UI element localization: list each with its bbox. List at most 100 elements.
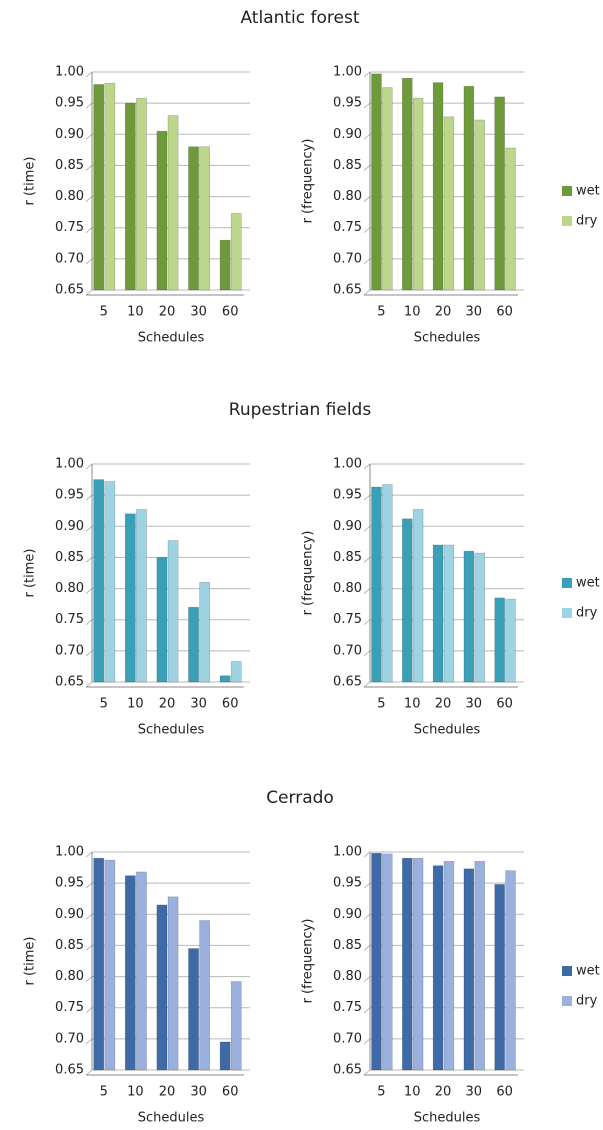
y-tick-label: 1.00 — [55, 65, 84, 80]
legend-label: wet — [576, 576, 600, 591]
bar — [167, 896, 179, 1071]
grid-depth — [363, 463, 371, 470]
grid-depth — [85, 851, 93, 858]
bar — [432, 544, 444, 683]
x-tick-label: 60 — [496, 697, 513, 712]
x-tick-label: 5 — [100, 305, 108, 320]
y-tick-label: 0.75 — [333, 612, 362, 627]
grid-depth — [85, 882, 93, 889]
y-tick-label: 0.75 — [333, 220, 362, 235]
grid-depth — [85, 196, 93, 202]
grid-depth — [85, 1038, 93, 1045]
grid-depth — [85, 71, 93, 78]
x-tick-label: 20 — [435, 1085, 452, 1100]
bar — [463, 550, 475, 683]
section-title: Cerrado — [266, 788, 334, 808]
bar — [104, 481, 116, 683]
bar — [124, 875, 136, 1071]
bar — [402, 77, 413, 291]
legend-swatch — [562, 966, 572, 976]
x-axis-label: Schedules — [138, 723, 205, 738]
bar — [494, 96, 505, 291]
y-tick-label: 1.00 — [333, 457, 362, 472]
grid-depth — [363, 1069, 371, 1076]
bar — [371, 486, 382, 683]
bar — [230, 661, 242, 683]
bar — [188, 606, 199, 683]
y-tick-label: 0.80 — [55, 189, 84, 204]
grid-depth — [363, 71, 371, 78]
grid-depth — [363, 1038, 371, 1045]
grid-depth — [85, 976, 93, 982]
bar — [505, 870, 516, 1071]
bar — [443, 544, 455, 683]
bar — [167, 540, 179, 683]
y-tick-label: 0.90 — [333, 907, 362, 922]
grid-depth — [85, 258, 93, 265]
legend-label: wet — [576, 184, 600, 199]
grid-depth — [363, 196, 371, 202]
bar — [371, 73, 382, 291]
bar — [136, 871, 147, 1071]
bar — [463, 868, 475, 1071]
bar — [199, 582, 211, 683]
x-axis-label: Schedules — [414, 723, 481, 738]
y-tick-label: 0.70 — [333, 643, 362, 658]
bar — [136, 509, 147, 683]
bar — [93, 479, 105, 683]
y-tick-label: 0.90 — [333, 519, 362, 534]
bar — [494, 884, 505, 1071]
grid-depth — [363, 289, 371, 296]
grid-depth — [85, 945, 93, 951]
y-tick-label: 0.95 — [55, 488, 84, 503]
y-tick-label: 0.75 — [55, 612, 84, 627]
y-tick-label: 0.95 — [55, 876, 84, 891]
y-tick-label: 0.75 — [55, 1000, 84, 1015]
grid-depth — [85, 1069, 93, 1076]
x-tick-label: 60 — [222, 697, 239, 712]
y-tick-label: 0.90 — [55, 127, 84, 142]
y-tick-label: 1.00 — [333, 845, 362, 860]
grid-depth — [85, 227, 93, 234]
bar — [156, 557, 168, 683]
grid-depth — [85, 650, 93, 657]
y-tick-label: 1.00 — [333, 65, 362, 80]
y-axis-label: r (time) — [23, 157, 38, 206]
y-tick-label: 0.95 — [333, 876, 362, 891]
bar — [474, 119, 485, 291]
x-tick-label: 60 — [222, 1085, 239, 1100]
grid-depth — [85, 681, 93, 688]
bar — [402, 857, 413, 1071]
bar — [230, 981, 242, 1071]
x-tick-label: 10 — [404, 697, 421, 712]
grid-depth — [363, 945, 371, 951]
x-axis-label: Schedules — [414, 331, 481, 346]
bar — [494, 597, 505, 683]
y-tick-label: 0.90 — [333, 127, 362, 142]
grid-depth — [363, 227, 371, 234]
grid-depth — [363, 1007, 371, 1014]
y-tick-label: 0.70 — [55, 643, 84, 658]
bar — [104, 82, 116, 291]
x-tick-label: 5 — [377, 697, 385, 712]
grid-depth — [363, 258, 371, 265]
y-tick-label: 0.70 — [55, 251, 84, 266]
y-tick-label: 0.75 — [55, 220, 84, 235]
x-tick-label: 30 — [466, 697, 483, 712]
y-tick-label: 0.80 — [55, 969, 84, 984]
x-axis-label: Schedules — [138, 331, 205, 346]
bar — [432, 82, 444, 291]
x-tick-label: 10 — [127, 305, 144, 320]
x-tick-label: 30 — [190, 1085, 207, 1100]
grid-depth — [363, 588, 371, 594]
bar — [382, 853, 393, 1071]
bar — [156, 904, 168, 1071]
bar — [199, 146, 211, 291]
grid-depth — [363, 165, 371, 171]
y-tick-label: 0.85 — [333, 158, 362, 173]
section-title: Rupestrian fields — [229, 400, 372, 420]
legend-swatch — [562, 578, 572, 588]
grid-depth — [85, 133, 93, 140]
x-tick-label: 20 — [435, 305, 452, 320]
y-tick-label: 0.80 — [333, 189, 362, 204]
